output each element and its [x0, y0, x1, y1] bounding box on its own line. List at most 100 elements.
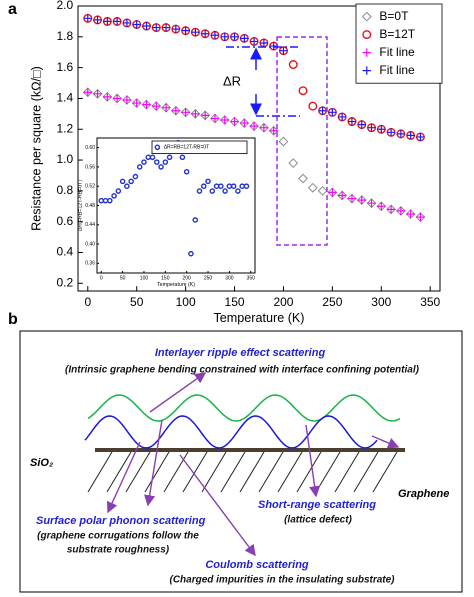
legend-marker	[362, 48, 371, 57]
delta-r-label: ΔR	[223, 73, 241, 88]
data-point	[240, 118, 249, 128]
data-point	[347, 194, 357, 203]
data-point	[318, 106, 327, 115]
y-tick-label: 0.36	[85, 261, 95, 267]
diagram-title: Interlayer ripple effect scattering	[155, 347, 326, 359]
data-point	[317, 185, 328, 196]
data-point	[152, 101, 161, 111]
data-point	[377, 125, 386, 134]
hatch-line	[144, 451, 170, 493]
data-point	[183, 168, 190, 175]
data-point	[249, 37, 259, 46]
hatch-line	[353, 451, 379, 493]
data-point	[416, 212, 425, 222]
data-point	[298, 173, 308, 184]
data-point	[103, 17, 112, 26]
legend-label: B=0T	[379, 9, 409, 23]
data-point	[181, 108, 190, 117]
arrow	[179, 454, 256, 557]
data-point	[416, 132, 425, 142]
y-tick-label: 2.0	[57, 0, 74, 12]
hatch-line	[315, 451, 341, 493]
data-point	[112, 17, 122, 26]
substrate-label: SiO₂	[30, 457, 53, 469]
data-point	[132, 98, 141, 108]
x-tick-label: 200	[273, 295, 293, 309]
x-tick-label: 250	[322, 295, 342, 309]
data-point	[279, 46, 288, 55]
x-tick-label: 200	[183, 275, 192, 281]
data-point	[259, 38, 269, 48]
data-point	[386, 205, 396, 214]
x-tick-label: 0	[84, 295, 91, 309]
data-point	[235, 188, 241, 194]
panel-label: a	[8, 1, 17, 18]
data-point	[249, 121, 259, 131]
data-point	[112, 94, 122, 103]
y-tick-label: 0.2	[57, 275, 74, 289]
data-point	[367, 123, 376, 132]
data-point	[210, 31, 220, 40]
hatch-line	[201, 451, 227, 493]
charts: 0 50 100 150 200 250 300 350 0.2 0.4 0.6 0.8 1.0 1.2 1…	[30, 0, 443, 325]
data-point	[269, 126, 278, 135]
data-point	[83, 14, 92, 23]
substrate-hatch	[87, 451, 398, 493]
arrow	[149, 372, 207, 413]
legend-marker	[362, 48, 371, 57]
legend-label: B=12T	[379, 27, 415, 41]
y-tick-label: 0.8	[57, 183, 74, 197]
data-point	[128, 178, 134, 185]
data-point	[230, 183, 237, 189]
arrow	[305, 424, 321, 498]
data-point	[141, 159, 147, 165]
data-point	[124, 183, 130, 189]
data-point	[161, 103, 171, 112]
data-point	[93, 89, 102, 99]
y-tick-label: 1.2	[57, 121, 74, 135]
data-point	[161, 23, 171, 32]
legend-marker	[362, 66, 371, 75]
legend-label: Fit line	[379, 63, 415, 77]
data-point	[132, 20, 141, 29]
x-tick-label: 300	[371, 295, 391, 309]
data-point	[220, 32, 229, 42]
y-tick-label: 0.44	[85, 222, 95, 228]
data-point	[103, 92, 112, 102]
data-point	[396, 129, 406, 139]
data-point	[83, 88, 92, 97]
data-point	[122, 18, 132, 28]
data-point	[386, 128, 396, 137]
data-point	[396, 206, 406, 216]
x-axis-label: Temperature (K)	[214, 311, 305, 325]
y-axis-label: ΔR(=RB=12T-RB=0T)	[77, 180, 83, 231]
data-point	[132, 173, 139, 180]
data-point	[142, 21, 151, 31]
data-point	[152, 23, 161, 32]
data-point	[154, 159, 160, 165]
x-tick-label: 350	[247, 275, 256, 281]
data-point	[288, 158, 299, 169]
data-point	[210, 114, 220, 123]
diagram-subtitle: (Intrinsic graphene bending constrained …	[65, 365, 420, 376]
hatch-line	[182, 451, 208, 493]
data-point	[196, 188, 203, 194]
data-point	[357, 120, 366, 129]
hatch-line	[106, 451, 132, 493]
data-point	[179, 154, 186, 161]
diagram-frame	[19, 330, 463, 593]
data-point	[171, 24, 181, 34]
data-point	[111, 193, 117, 199]
data-point	[347, 117, 357, 126]
data-point	[298, 86, 308, 96]
x-tick-label: 350	[420, 295, 440, 309]
data-point	[122, 95, 132, 105]
y-tick-label: 0.6	[57, 214, 74, 228]
data-point	[209, 188, 216, 194]
legend-marker	[154, 144, 161, 151]
y-tick-label: 0.56	[85, 164, 95, 170]
data-point	[328, 108, 337, 117]
data-point	[240, 34, 249, 43]
data-point	[377, 202, 386, 211]
data-point	[200, 111, 210, 120]
